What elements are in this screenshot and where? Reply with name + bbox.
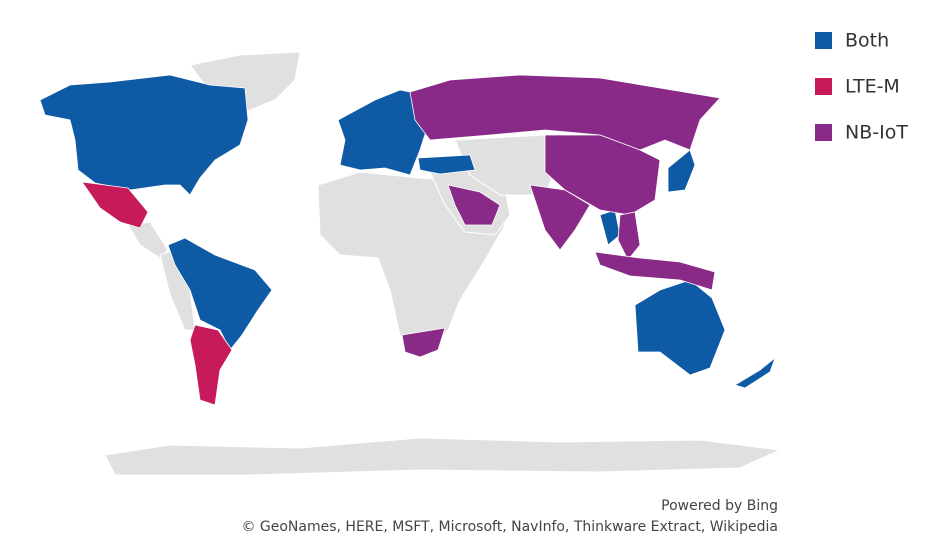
legend-swatch (815, 32, 832, 49)
india (529, 184, 591, 251)
russia (409, 74, 721, 151)
turkey (417, 154, 476, 175)
southeast-asia (617, 211, 641, 261)
legend-label: LTE-M (845, 76, 900, 98)
argentina-chile (189, 324, 233, 406)
mexico (81, 181, 149, 229)
japan (667, 149, 696, 193)
legend-label: NB-IoT (845, 122, 908, 144)
powered-by: Powered by Bing (661, 498, 778, 514)
world-map (39, 51, 782, 476)
australia (634, 279, 726, 376)
thailand (599, 209, 621, 246)
legend-swatch (815, 124, 832, 141)
brazil-region (167, 237, 273, 351)
south-africa (401, 327, 446, 358)
legend-label: Both (845, 30, 889, 52)
north-america (39, 74, 249, 196)
new-zealand (734, 356, 776, 389)
attribution-credits: © GeoNames, HERE, MSFT, Microsoft, NavIn… (241, 519, 778, 535)
legend-swatch (815, 78, 832, 95)
central-america (127, 221, 169, 259)
indonesia (594, 251, 716, 291)
europe (337, 89, 429, 176)
antarctica (104, 437, 782, 476)
saudi-arabia (447, 184, 501, 226)
legend: Both LTE-M NB-IoT (815, 30, 908, 144)
